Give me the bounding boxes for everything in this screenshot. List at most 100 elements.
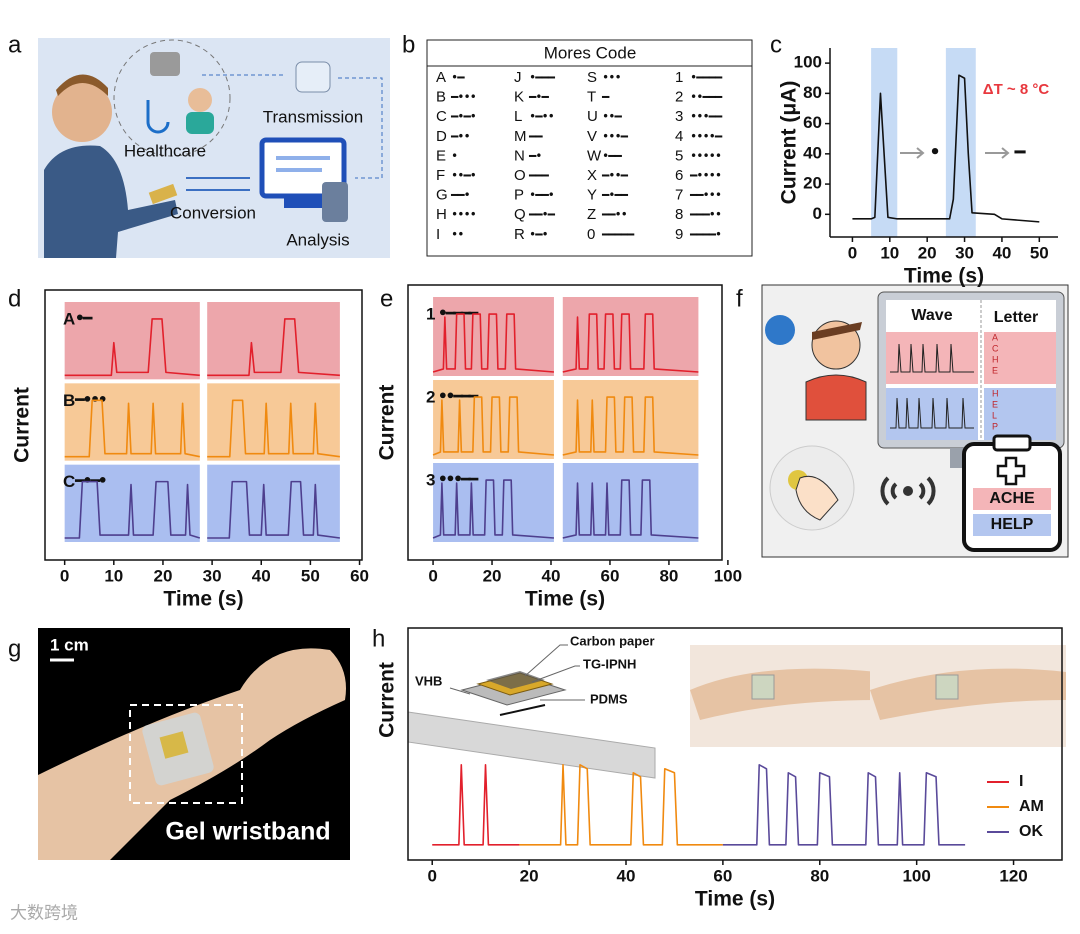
x-tick-label: 100 — [902, 866, 930, 885]
data-line — [432, 479, 699, 539]
morse-char: 1 — [675, 69, 683, 86]
band-strip — [407, 711, 656, 779]
morse-char: L — [514, 108, 522, 125]
wireless-dot — [903, 486, 913, 496]
inset-label: TG-IPNH — [583, 656, 636, 671]
caption: Gel wristband — [165, 818, 330, 846]
screen-letter: L — [992, 410, 997, 420]
morse-char: B — [436, 89, 446, 106]
morse-char: U — [587, 108, 598, 125]
row-background — [562, 380, 699, 459]
x-tick-label: 30 — [955, 243, 974, 262]
row-code: •━━━━ — [438, 304, 479, 323]
inset-label: PDMS — [590, 691, 628, 706]
row-label: C — [63, 472, 75, 491]
morse-code: ━━•• — [601, 208, 627, 222]
x-axis-label: Time (s) — [695, 888, 775, 911]
kit-icon — [150, 52, 180, 76]
panel-label: b — [402, 31, 415, 58]
row-code: ━•━• — [74, 471, 106, 490]
x-tick-label: 10 — [104, 566, 123, 585]
morse-code: ━•• — [450, 129, 470, 143]
morse-code: ━•━━ — [601, 188, 629, 202]
morse-char: W — [587, 147, 602, 164]
morse-char: Y — [587, 187, 597, 204]
legend-label: I — [1019, 773, 1023, 790]
morse-entries: A •━B ━•••C ━•━•D ━••E •F ••━•G ━━•H ••••I ••J •━━… — [436, 69, 724, 243]
y-tick-label: 60 — [803, 113, 822, 132]
morse-code: •━•• — [529, 110, 554, 124]
monitor-stand — [284, 196, 322, 208]
morse-code: ━•━ — [528, 90, 549, 104]
mini-wave — [890, 397, 974, 429]
screen-letter: A — [992, 332, 998, 342]
device — [935, 674, 959, 700]
plot-frame — [44, 289, 363, 561]
morse-code: ••••━ — [690, 129, 723, 143]
morse-code: •••━ — [602, 129, 629, 143]
row-label: 2 — [426, 387, 435, 406]
y-axis-label: Current (μA) — [778, 81, 801, 205]
boy-hair — [56, 74, 108, 96]
screen-header: Wave — [911, 307, 952, 324]
morse-char: F — [436, 167, 445, 184]
person-body — [805, 374, 867, 421]
morse-char: H — [436, 206, 447, 223]
healthcare-circle — [113, 39, 231, 157]
morse-code: •• — [451, 227, 463, 241]
carbon-layer — [486, 671, 545, 689]
morse-char: S — [587, 69, 597, 86]
table-title: Mores Code — [544, 43, 637, 62]
x-tick-label: 40 — [617, 866, 636, 885]
morse-code: •━• — [529, 227, 548, 241]
panel-label: h — [372, 625, 385, 652]
arm — [690, 668, 878, 720]
morse-char: 7 — [675, 187, 683, 204]
plot-frame — [407, 284, 723, 561]
data-line — [432, 396, 699, 456]
data-line — [432, 764, 520, 846]
data-line — [64, 480, 340, 539]
data-line — [432, 313, 699, 373]
x-tick-label: 50 — [301, 566, 320, 585]
x-axis-label: Time (s) — [525, 588, 605, 611]
x-tick-label: 40 — [992, 243, 1011, 262]
leader-lines — [449, 644, 585, 701]
morse-code: ━━•━ — [528, 208, 556, 222]
word-box — [973, 514, 1051, 536]
morse-char: V — [587, 128, 597, 145]
panel-label: f — [736, 285, 743, 312]
cross — [996, 456, 1026, 486]
morse-code: •••━━ — [690, 110, 723, 124]
morse-char: 0 — [587, 226, 595, 243]
morse-code: • — [451, 149, 457, 163]
panel-label: d — [8, 285, 21, 312]
row-background — [64, 383, 200, 461]
screen-letter: H — [992, 354, 999, 364]
x-tick-label: 50 — [1030, 243, 1049, 262]
mini-wave — [890, 343, 974, 373]
label: Healthcare — [124, 141, 206, 160]
morse-char: T — [587, 89, 596, 106]
word-box — [973, 488, 1051, 510]
morse-code: ━━• — [450, 188, 470, 202]
label: Analysis — [286, 230, 349, 249]
arrow — [338, 77, 383, 179]
scale-label: 1 cm — [50, 635, 89, 654]
wire — [499, 704, 546, 716]
screen-letter: E — [992, 365, 998, 375]
x-tick-label: 20 — [483, 566, 502, 585]
x-tick-label: 40 — [542, 566, 561, 585]
y-axis-label: Current — [376, 662, 399, 738]
y-tick-label: 100 — [794, 53, 822, 72]
row-label: A — [63, 309, 75, 328]
watermark: 大数跨境 — [10, 903, 78, 922]
data-line — [64, 399, 340, 458]
morse-code: ━ — [601, 90, 610, 104]
row-label: B — [63, 391, 75, 410]
finger — [795, 475, 839, 521]
row-background — [64, 302, 200, 380]
morse-code: ••━• — [451, 169, 476, 183]
morse-char: K — [514, 89, 524, 106]
